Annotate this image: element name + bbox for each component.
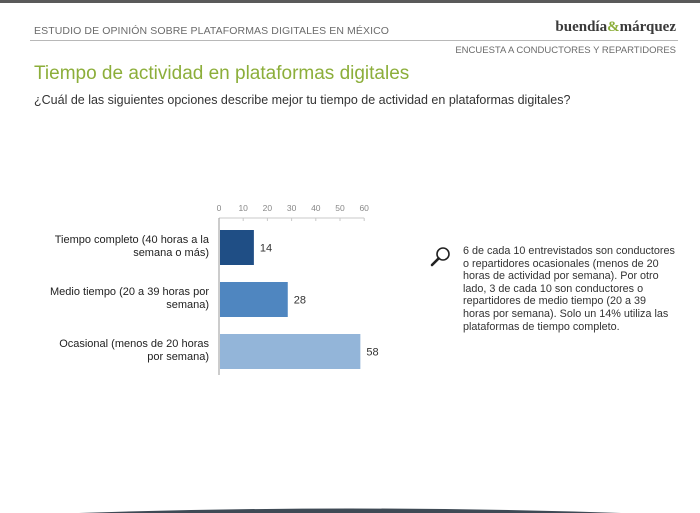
study-title: ESTUDIO DE OPINIÓN SOBRE PLATAFORMAS DIG… <box>34 25 390 37</box>
bar <box>220 230 254 265</box>
brand-logo: buendía&márquez <box>555 19 676 36</box>
top-strip <box>0 0 700 3</box>
bottom-decoration <box>78 508 622 513</box>
survey-question: ¿Cuál de las siguientes opciones describ… <box>34 93 571 107</box>
logo-right: márquez <box>619 19 676 35</box>
category-label: Medio tiempo (20 a 39 horas por <box>50 286 209 298</box>
survey-label: ENCUESTA A CONDUCTORES Y REPARTIDORES <box>455 45 676 56</box>
header-rule <box>30 40 678 41</box>
bar-value-label: 14 <box>260 243 272 255</box>
logo-left: buendía <box>555 19 608 35</box>
bar-value-label: 28 <box>294 295 306 307</box>
x-tick-label: 20 <box>263 203 273 213</box>
logo-amp: & <box>607 19 620 35</box>
category-label: Tiempo completo (40 horas a la <box>55 234 210 246</box>
magnifier-icon <box>430 247 450 267</box>
x-tick-label: 10 <box>238 203 248 213</box>
x-tick-label: 40 <box>311 203 321 213</box>
x-tick-label: 60 <box>359 203 369 213</box>
slide: ESTUDIO DE OPINIÓN SOBRE PLATAFORMAS DIG… <box>0 3 700 513</box>
bar-value-label: 58 <box>366 347 378 359</box>
activity-bar-chart: 0 10 20 30 40 50 60 14 Tiempo completo (40 horas… <box>50 203 379 375</box>
bar <box>220 282 288 317</box>
slide-title: Tiempo de actividad en plataformas digit… <box>34 63 410 84</box>
x-tick-label: 0 <box>217 203 222 213</box>
category-label: por semana) <box>147 351 209 363</box>
category-label: semana o más) <box>133 247 209 259</box>
x-tick-label: 30 <box>287 203 297 213</box>
x-tick-label: 50 <box>335 203 345 213</box>
category-label: Ocasional (menos de 20 horas <box>59 338 209 350</box>
category-label: semana) <box>166 299 209 311</box>
bar <box>220 334 361 369</box>
insight-note: 6 de cada 10 entrevistados son conductor… <box>463 245 675 333</box>
